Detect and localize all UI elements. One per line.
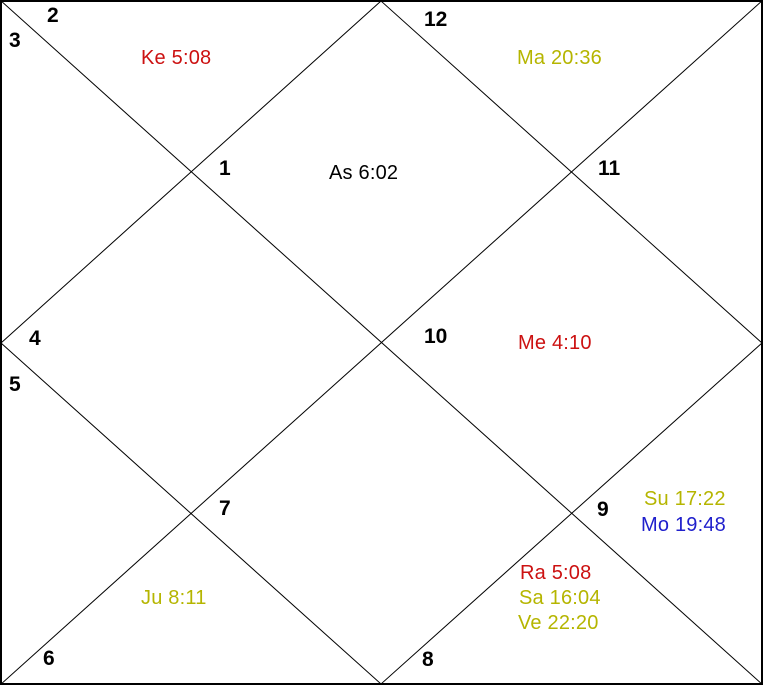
planet-label-moon: Mo 19:48	[641, 514, 726, 536]
house-10-number: 10	[424, 325, 448, 348]
planet-label-venus: Ve 22:20	[518, 612, 599, 634]
planet-label-saturn: Sa 16:04	[519, 587, 601, 609]
house-11-number: 11	[598, 157, 621, 180]
house-5-number: 5	[9, 373, 21, 396]
planet-label-rahu: Ra 5:08	[520, 562, 592, 584]
house-4-number: 4	[29, 327, 41, 350]
house-6-number: 6	[43, 647, 55, 670]
house-2-number: 2	[47, 4, 59, 27]
house-8-number: 8	[422, 648, 434, 671]
house-7-number: 7	[219, 497, 231, 520]
planet-label-mars: Ma 20:36	[517, 47, 602, 69]
house-12-number: 12	[424, 8, 448, 31]
ascendant-label: As 6:02	[329, 162, 399, 184]
planet-label-mercury: Me 4:10	[518, 332, 592, 354]
planet-label-jupiter: Ju 8:11	[141, 587, 207, 609]
house-3-number: 3	[9, 29, 21, 52]
planet-label-sun: Su 17:22	[644, 488, 726, 510]
house-1-number: 1	[219, 157, 231, 180]
house-9-number: 9	[597, 498, 609, 521]
planet-label-ketu: Ke 5:08	[141, 47, 212, 69]
